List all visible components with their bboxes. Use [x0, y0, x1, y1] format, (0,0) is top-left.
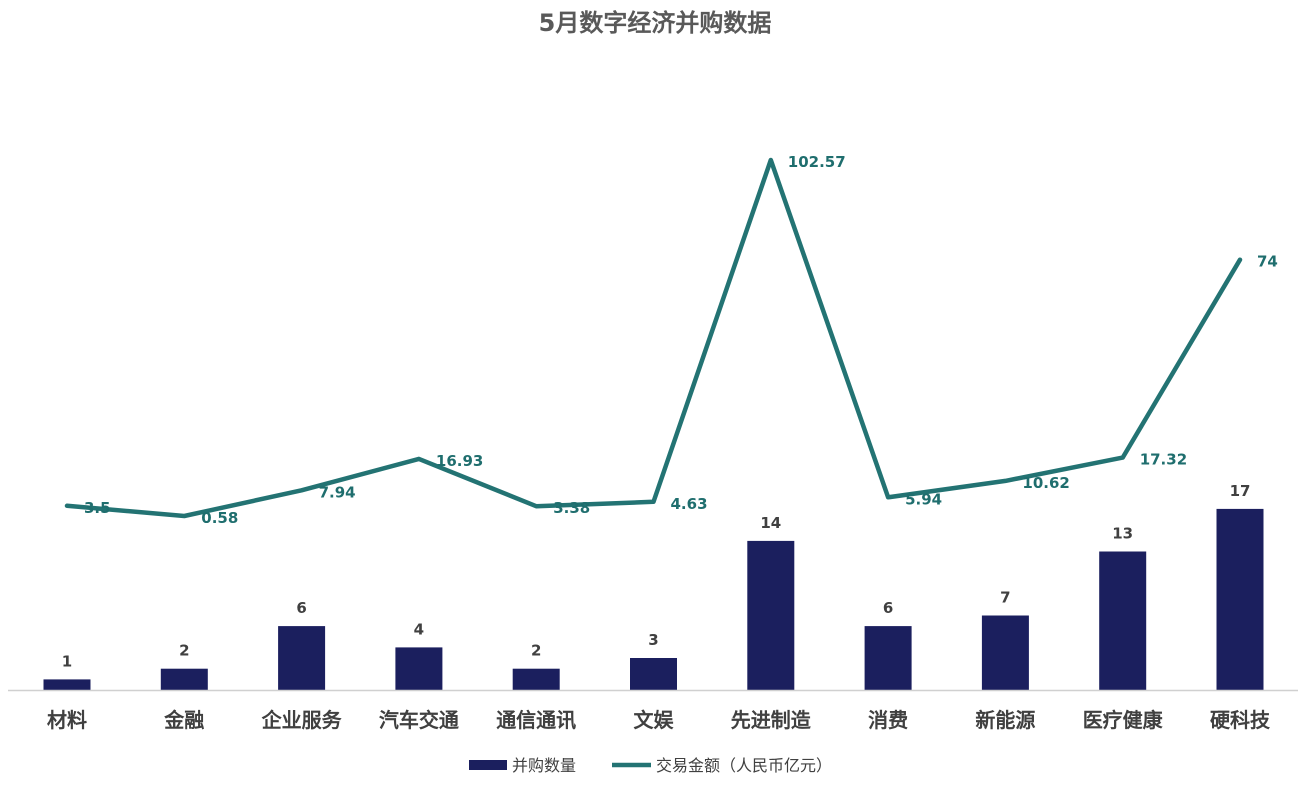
bar-data-label: 14 — [760, 514, 781, 532]
x-tick-label: 通信通讯 — [496, 708, 576, 732]
x-tick-label: 先进制造 — [731, 708, 812, 732]
line-data-label: 3.5 — [84, 499, 111, 517]
bar-series: 1 2 6 4 2 3 14 6 7 13 17 — [43, 482, 1264, 691]
line-data-label: 16.93 — [436, 452, 483, 470]
x-tick-label: 企业服务 — [261, 708, 343, 732]
line-data-label: 10.62 — [1022, 474, 1069, 492]
bar — [864, 626, 912, 690]
x-tick-label: 硬科技 — [1210, 708, 1271, 732]
bar-data-label: 7 — [1000, 589, 1010, 607]
x-tick-label: 金融 — [163, 708, 204, 732]
line-data-label: 102.57 — [788, 153, 846, 171]
bar-data-label: 3 — [648, 631, 658, 649]
legend-label: 并购数量 — [512, 756, 576, 775]
line-data-label: 0.58 — [201, 509, 238, 527]
bar — [512, 668, 560, 690]
x-tick-label: 医疗健康 — [1083, 708, 1164, 732]
bar-data-label: 2 — [531, 642, 541, 660]
legend-swatch-bar — [469, 760, 507, 770]
bar — [630, 658, 677, 690]
line-data-label: 7.94 — [319, 483, 356, 501]
bar — [160, 668, 208, 690]
chart-title: 5月数字经济并购数据 — [539, 9, 772, 37]
category-labels: 材料 金融 企业服务 汽车交通 通信通讯 文娱 先进制造 消费 新能源 医疗健康 硬科技 — [47, 708, 1271, 732]
bar — [1216, 508, 1264, 690]
x-tick-label: 材料 — [47, 708, 87, 732]
legend: 并购数量 交易金额（人民币亿元） — [469, 756, 832, 775]
bar — [43, 679, 91, 691]
bar — [747, 540, 795, 690]
bar-data-label: 13 — [1112, 525, 1133, 543]
line-series: 3.5 0.58 7.94 16.93 3.38 4.63 102.57 5.94 10.62 1… — [64, 153, 1278, 527]
bar — [278, 626, 326, 690]
bar-data-label: 6 — [883, 599, 893, 617]
legend-label: 交易金额（人民币亿元） — [656, 756, 832, 775]
x-tick-label: 文娱 — [634, 708, 675, 732]
line-data-label: 5.94 — [905, 490, 942, 508]
bar — [1099, 551, 1147, 690]
x-tick-label: 新能源 — [975, 708, 1035, 732]
bar-data-label: 17 — [1230, 482, 1251, 500]
line-data-label: 4.63 — [671, 495, 708, 513]
line-data-label: 74 — [1257, 253, 1278, 271]
bar-data-label: 1 — [62, 652, 72, 670]
x-tick-label: 汽车交通 — [379, 708, 459, 732]
bar-data-label: 4 — [414, 620, 424, 638]
bar — [981, 615, 1029, 690]
bar-data-label: 6 — [296, 599, 306, 617]
x-tick-label: 消费 — [868, 708, 908, 732]
bar-data-label: 2 — [179, 642, 189, 660]
series-line — [64, 157, 1243, 519]
line-data-label: 3.38 — [553, 499, 590, 517]
line-data-label: 17.32 — [1140, 451, 1187, 469]
bar — [395, 647, 443, 690]
